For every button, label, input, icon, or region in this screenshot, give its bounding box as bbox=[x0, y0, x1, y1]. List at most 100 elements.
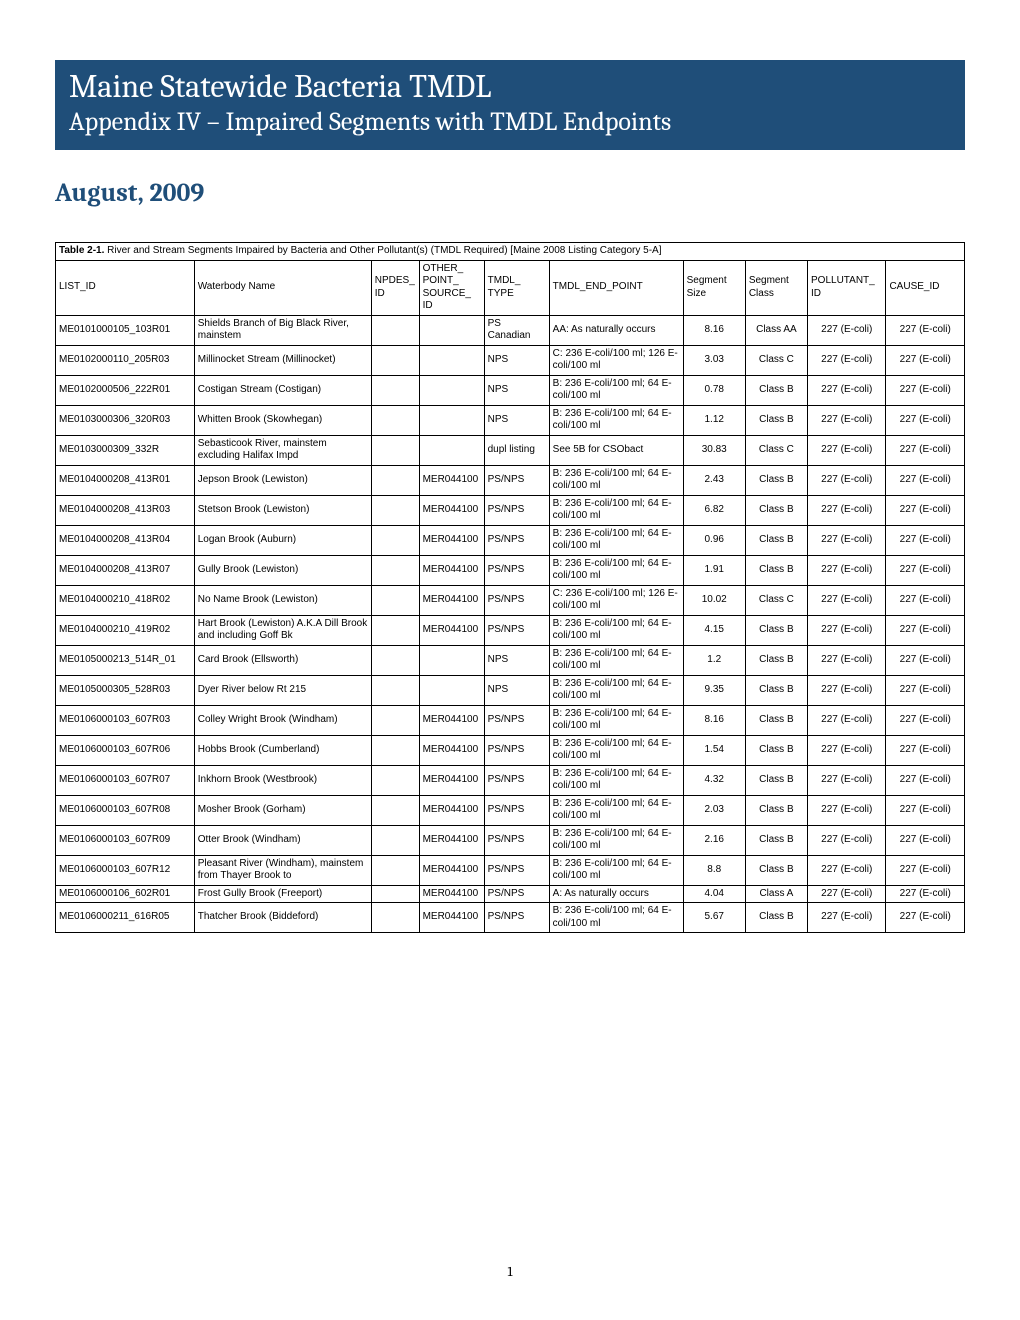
table-header-row: LIST_​IDWaterbody NameNPDES_​IDOTHER_​PO… bbox=[56, 260, 965, 315]
table-cell: MER044100 bbox=[419, 855, 484, 885]
table-cell: 227 (E-coli) bbox=[886, 555, 965, 585]
table-cell bbox=[371, 465, 419, 495]
table-cell: Inkhorn Brook (Westbrook) bbox=[194, 765, 371, 795]
table-cell: ME0104000208_413R07 bbox=[56, 555, 195, 585]
table-cell bbox=[371, 345, 419, 375]
table-cell: ME0105000305_528R03 bbox=[56, 675, 195, 705]
table-cell bbox=[371, 315, 419, 345]
table-cell: 227 (E-coli) bbox=[886, 615, 965, 645]
table-cell: MER044100 bbox=[419, 885, 484, 903]
table-cell: ME0101000105_103R01 bbox=[56, 315, 195, 345]
table-cell: 227 (E-coli) bbox=[808, 405, 886, 435]
table-cell bbox=[371, 615, 419, 645]
table-cell: 227 (E-coli) bbox=[886, 585, 965, 615]
table-cell: Thatcher Brook (Biddeford) bbox=[194, 903, 371, 933]
table-cell: Class C bbox=[745, 435, 807, 465]
table-cell bbox=[371, 375, 419, 405]
table-cell: NPS bbox=[484, 405, 549, 435]
table-cell: Logan Brook (Auburn) bbox=[194, 525, 371, 555]
table-cell: 227 (E-coli) bbox=[808, 585, 886, 615]
table-cell: PS Canadian bbox=[484, 315, 549, 345]
table-row: ME0106000103_607R09Otter Brook (Windham)… bbox=[56, 825, 965, 855]
table-cell: Class B bbox=[745, 405, 807, 435]
table-cell: ME0106000106_602R01 bbox=[56, 885, 195, 903]
table-cell: 227 (E-coli) bbox=[886, 435, 965, 465]
table-row: ME0104000210_419R02Hart Brook (Lewiston)… bbox=[56, 615, 965, 645]
table-cell: 30.83 bbox=[683, 435, 745, 465]
table-cell: Class B bbox=[745, 465, 807, 495]
table-cell: AA: As naturally occurs bbox=[549, 315, 683, 345]
table-cell: 10.02 bbox=[683, 585, 745, 615]
table-cell: 4.04 bbox=[683, 885, 745, 903]
table-cell: Class B bbox=[745, 615, 807, 645]
table-cell: Card Brook (Ellsworth) bbox=[194, 645, 371, 675]
table-caption: Table 2-1. River and Stream Segments Imp… bbox=[56, 243, 965, 261]
col-header: Waterbody Name bbox=[194, 260, 371, 315]
table-cell: 8.16 bbox=[683, 705, 745, 735]
table-cell bbox=[371, 405, 419, 435]
banner: Maine Statewide Bacteria TMDL Appendix I… bbox=[55, 60, 965, 150]
table-cell: PS/NPS bbox=[484, 585, 549, 615]
table-cell: ME0104000208_413R03 bbox=[56, 495, 195, 525]
table-cell: 227 (E-coli) bbox=[886, 345, 965, 375]
table-cell: B: 236 E-coli/100 ml; 64 E-coli/100 ml bbox=[549, 495, 683, 525]
table-cell: 227 (E-coli) bbox=[808, 645, 886, 675]
table-cell: ME0106000103_607R08 bbox=[56, 795, 195, 825]
table-cell: MER044100 bbox=[419, 615, 484, 645]
table-cell: B: 236 E-coli/100 ml; 64 E-coli/100 ml bbox=[549, 615, 683, 645]
table-cell: MER044100 bbox=[419, 585, 484, 615]
table-cell: Class B bbox=[745, 645, 807, 675]
table-cell: 227 (E-coli) bbox=[886, 825, 965, 855]
table-cell: PS/NPS bbox=[484, 855, 549, 885]
table-row: ME0106000103_607R12Pleasant River (Windh… bbox=[56, 855, 965, 885]
table-cell: B: 236 E-coli/100 ml; 64 E-coli/100 ml bbox=[549, 855, 683, 885]
table-caption-text: River and Stream Segments Impaired by Ba… bbox=[104, 245, 661, 256]
table-cell: B: 236 E-coli/100 ml; 64 E-coli/100 ml bbox=[549, 765, 683, 795]
table-cell: C: 236 E-coli/100 ml; 126 E-coli/100 ml bbox=[549, 345, 683, 375]
table-row: ME0104000208_413R04Logan Brook (Auburn)M… bbox=[56, 525, 965, 555]
col-header: NPDES_​ID bbox=[371, 260, 419, 315]
table-cell: 227 (E-coli) bbox=[886, 465, 965, 495]
table-cell: Class B bbox=[745, 525, 807, 555]
table-cell: B: 236 E-coli/100 ml; 64 E-coli/100 ml bbox=[549, 645, 683, 675]
table-cell: Class B bbox=[745, 705, 807, 735]
col-header: CAUSE_​ID bbox=[886, 260, 965, 315]
table-cell: No Name Brook (Lewiston) bbox=[194, 585, 371, 615]
table-cell: dupl listing bbox=[484, 435, 549, 465]
table-cell: 2.03 bbox=[683, 795, 745, 825]
table-row: ME0105000305_528R03Dyer River below Rt 2… bbox=[56, 675, 965, 705]
table-cell: Class B bbox=[745, 795, 807, 825]
table-cell: MER044100 bbox=[419, 825, 484, 855]
table-cell: 227 (E-coli) bbox=[886, 735, 965, 765]
table-cell: Pleasant River (Windham), mainstem from … bbox=[194, 855, 371, 885]
table-cell: Class B bbox=[745, 495, 807, 525]
table-cell: 227 (E-coli) bbox=[808, 765, 886, 795]
table-cell: B: 236 E-coli/100 ml; 64 E-coli/100 ml bbox=[549, 525, 683, 555]
table-cell bbox=[371, 795, 419, 825]
table-cell: ME0106000103_607R09 bbox=[56, 825, 195, 855]
table-cell: ME0102000110_205R03 bbox=[56, 345, 195, 375]
table-cell: Hart Brook (Lewiston) A.K.A Dill Brook a… bbox=[194, 615, 371, 645]
table-cell: A: As naturally occurs bbox=[549, 885, 683, 903]
table-cell: C: 236 E-coli/100 ml; 126 E-coli/100 ml bbox=[549, 585, 683, 615]
table-cell: 227 (E-coli) bbox=[808, 315, 886, 345]
table-cell: Millinocket Stream (Millinocket) bbox=[194, 345, 371, 375]
table-cell: MER044100 bbox=[419, 525, 484, 555]
table-cell: Costigan Stream (Costigan) bbox=[194, 375, 371, 405]
table-cell: ME0103000306_320R03 bbox=[56, 405, 195, 435]
table-cell: PS/NPS bbox=[484, 795, 549, 825]
table-cell: ME0104000210_419R02 bbox=[56, 615, 195, 645]
table-cell bbox=[371, 495, 419, 525]
table-cell: B: 236 E-coli/100 ml; 64 E-coli/100 ml bbox=[549, 795, 683, 825]
table-cell: 5.67 bbox=[683, 903, 745, 933]
table-cell: 1.2 bbox=[683, 645, 745, 675]
table-cell: 227 (E-coli) bbox=[808, 465, 886, 495]
table-cell: Hobbs Brook (Cumberland) bbox=[194, 735, 371, 765]
table-cell: 227 (E-coli) bbox=[808, 885, 886, 903]
table-row: ME0106000103_607R07Inkhorn Brook (Westbr… bbox=[56, 765, 965, 795]
table-cell: 227 (E-coli) bbox=[808, 615, 886, 645]
table-cell: B: 236 E-coli/100 ml; 64 E-coli/100 ml bbox=[549, 555, 683, 585]
table-cell: MER044100 bbox=[419, 555, 484, 585]
table-cell: 0.96 bbox=[683, 525, 745, 555]
table-cell: 227 (E-coli) bbox=[808, 795, 886, 825]
